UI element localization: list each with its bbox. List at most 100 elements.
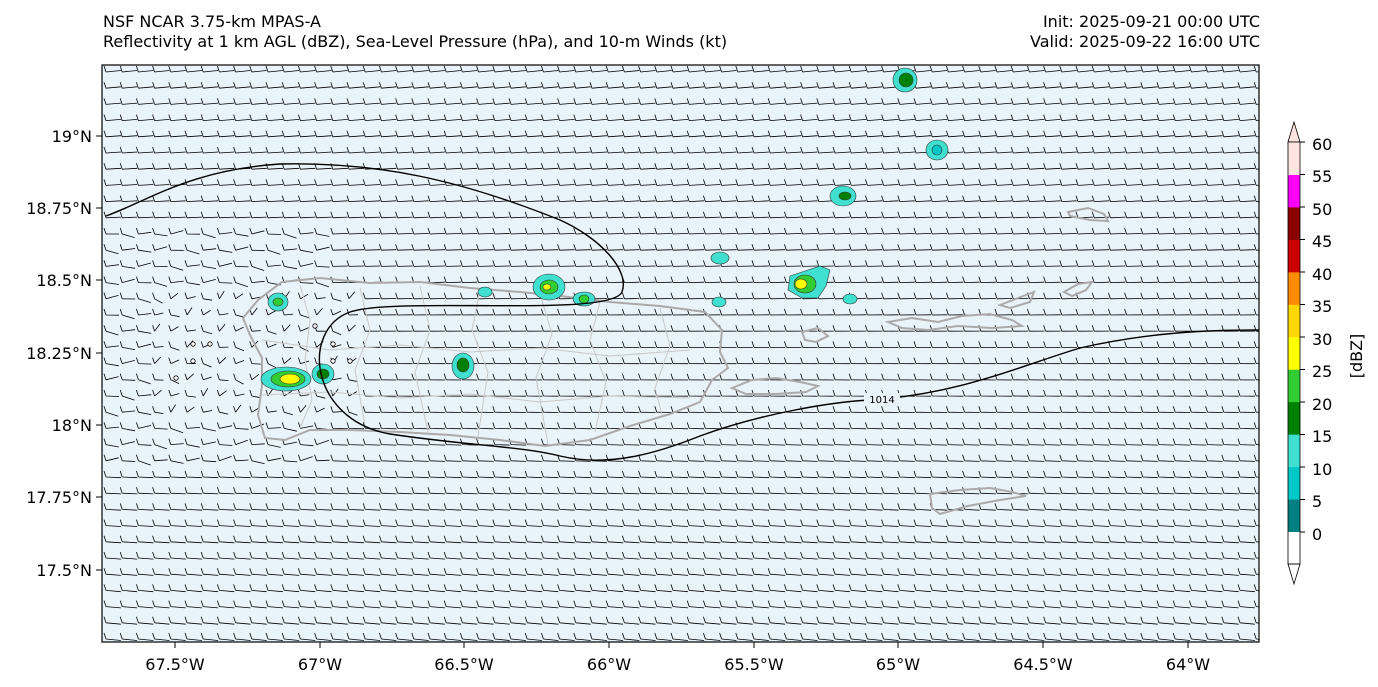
wind-barb xyxy=(346,65,364,73)
wind-barb xyxy=(735,276,753,283)
wind-barb xyxy=(557,195,575,202)
wind-barb xyxy=(1140,82,1158,89)
wind-barb xyxy=(443,211,462,219)
wind-barb xyxy=(492,357,510,365)
wind-barb xyxy=(1124,373,1142,381)
wind-barb xyxy=(962,98,980,105)
lat-tick-label: 18.5°N xyxy=(36,271,92,290)
wind-barb xyxy=(573,454,591,462)
wind-barb xyxy=(184,307,193,316)
wind-barb xyxy=(703,600,721,609)
wind-barb xyxy=(1059,325,1077,332)
wind-barb xyxy=(670,503,689,511)
wind-barb xyxy=(557,98,575,105)
wind-barb xyxy=(1043,584,1061,593)
wind-barb xyxy=(1140,341,1158,348)
wind-barb xyxy=(200,387,209,397)
wind-barb xyxy=(1027,551,1045,560)
wind-barb xyxy=(427,535,446,544)
wind-barb xyxy=(330,600,348,609)
wind-barb xyxy=(962,422,980,430)
wind-barb xyxy=(411,454,429,462)
wind-barb xyxy=(411,519,429,527)
wind-barb xyxy=(670,470,689,479)
wind-barb xyxy=(492,487,510,495)
wind-barb xyxy=(913,227,932,235)
wind-barb xyxy=(217,616,235,625)
wind-barb xyxy=(152,98,170,105)
wind-barb xyxy=(427,146,446,154)
wind-barb xyxy=(978,519,996,527)
wind-barb xyxy=(492,551,510,560)
wind-barb xyxy=(492,325,510,332)
wind-barb xyxy=(816,616,834,625)
wind-barb xyxy=(962,292,980,300)
wind-barb xyxy=(557,535,575,544)
wind-barb xyxy=(978,422,996,430)
wind-barb xyxy=(330,211,348,219)
wind-barb xyxy=(1027,616,1045,625)
wind-barb xyxy=(411,65,429,73)
wind-barb xyxy=(168,308,180,318)
wind-barb xyxy=(865,519,883,527)
wind-barb xyxy=(460,163,478,170)
wind-barb xyxy=(1237,373,1256,381)
wind-barb xyxy=(865,82,883,89)
wind-barb xyxy=(800,454,818,462)
wind-barb xyxy=(929,422,948,430)
wind-barb xyxy=(379,65,397,73)
wind-barb xyxy=(638,519,656,527)
wind-barb xyxy=(913,179,932,186)
wind-barb xyxy=(1221,584,1239,593)
wind-barb xyxy=(994,584,1012,593)
wind-barb xyxy=(686,373,705,381)
wind-barb xyxy=(1156,535,1175,544)
wind-barb xyxy=(994,616,1012,625)
title-right: Init: 2025-09-21 00:00 UTC Valid: 2025-0… xyxy=(1030,12,1260,52)
wind-barb xyxy=(1043,470,1061,479)
wind-barb xyxy=(1221,373,1239,381)
wind-barb xyxy=(1075,616,1093,625)
wind-barb xyxy=(686,519,705,527)
wind-barb xyxy=(751,551,770,560)
wind-barb xyxy=(152,65,170,73)
wind-barb xyxy=(249,211,267,219)
wind-barb xyxy=(703,82,721,89)
wind-barb xyxy=(686,616,705,625)
wind-barb xyxy=(1189,551,1207,560)
wind-barb xyxy=(832,535,851,544)
wind-barb xyxy=(735,82,753,89)
wind-barb xyxy=(1156,260,1175,267)
wind-barb xyxy=(719,616,737,625)
wind-barb xyxy=(217,195,235,202)
wind-barb xyxy=(751,114,770,121)
wind-barb xyxy=(379,308,397,316)
wind-barb xyxy=(508,519,527,527)
wind-barb xyxy=(654,260,672,267)
wind-barb xyxy=(184,146,203,154)
wind-barb xyxy=(751,406,770,413)
wind-barb xyxy=(119,179,138,186)
wind-barb xyxy=(1237,98,1255,105)
wind-barb xyxy=(913,357,932,365)
wind-barb xyxy=(379,551,397,560)
wind-barb xyxy=(751,632,769,641)
colorbar-segment xyxy=(1288,466,1300,500)
wind-barb xyxy=(573,584,591,593)
wind-barb xyxy=(541,227,559,235)
wind-barb xyxy=(233,535,251,544)
wind-barb xyxy=(443,163,462,170)
wind-barb xyxy=(1156,373,1175,381)
wind-barb xyxy=(411,146,429,154)
wind-barb xyxy=(541,503,559,511)
wind-barb xyxy=(427,616,445,625)
wind-barb xyxy=(638,632,656,641)
wind-barb xyxy=(589,519,608,527)
wind-barb xyxy=(1124,584,1142,593)
wind-barb xyxy=(994,163,1013,170)
wind-barb xyxy=(719,551,737,560)
wind-barb xyxy=(1205,82,1223,89)
wind-barb xyxy=(1108,438,1126,446)
wind-barb xyxy=(946,163,964,170)
wind-barb xyxy=(200,260,217,269)
